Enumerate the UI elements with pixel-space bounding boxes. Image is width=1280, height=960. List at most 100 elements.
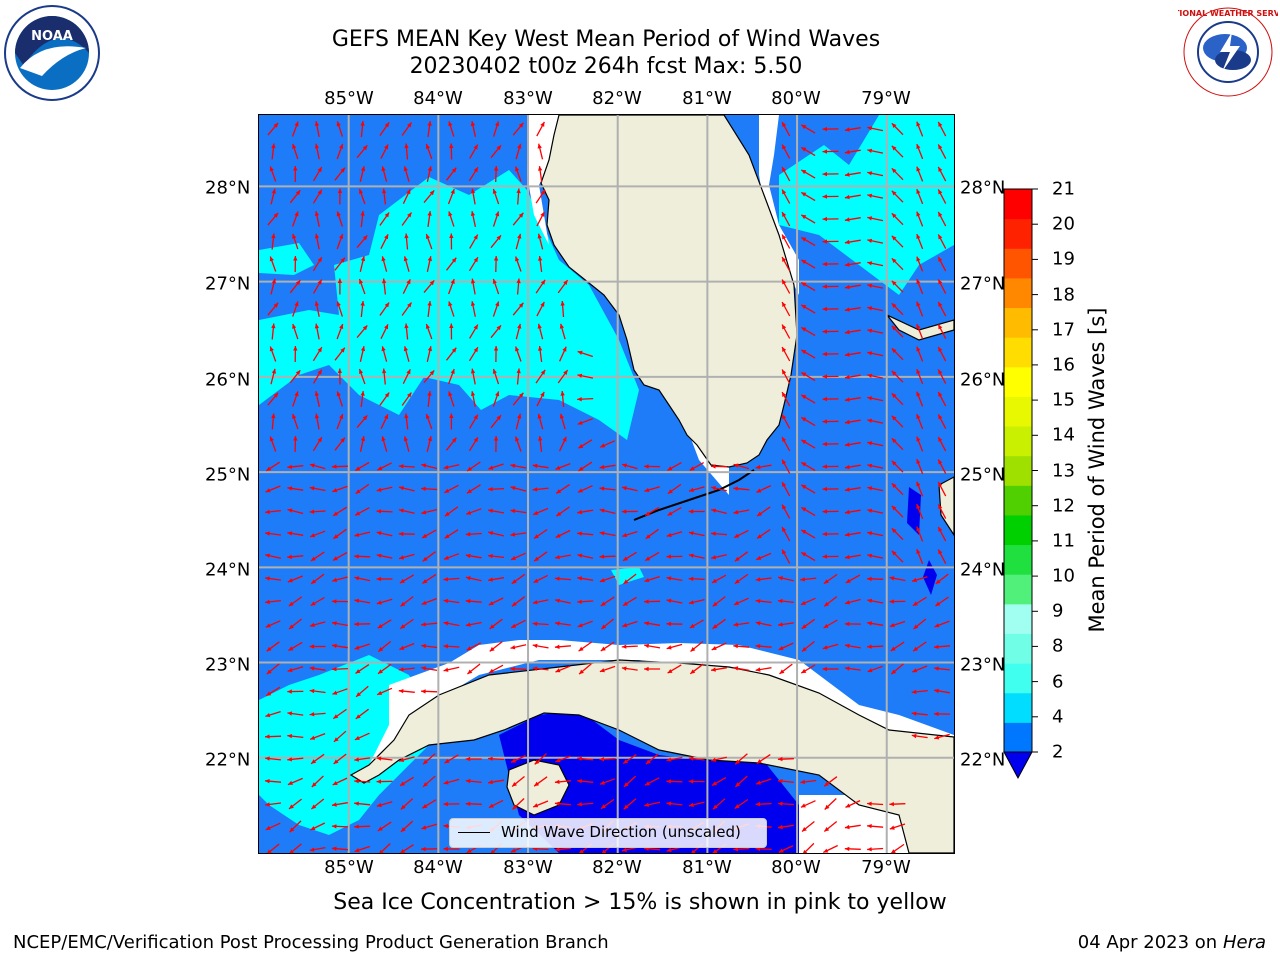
wave-direction-arrowhead xyxy=(782,414,787,420)
wave-direction-arrowhead xyxy=(384,414,388,420)
wave-direction-arrowhead xyxy=(292,143,297,149)
wave-direction-arrowhead xyxy=(938,166,943,172)
wave-direction-arrowhead xyxy=(645,781,650,786)
wave-direction-arrowhead xyxy=(427,211,432,216)
lon-tick-bottom: 81°W xyxy=(682,857,732,878)
wave-direction-arrowhead xyxy=(911,689,917,694)
wave-direction-arrowhead xyxy=(466,510,472,515)
legend-line-icon xyxy=(458,832,490,833)
wave-direction-arrowhead xyxy=(360,391,365,396)
wave-direction-arrowhead xyxy=(577,488,583,493)
wave-direction-arrowhead xyxy=(934,644,939,649)
wave-direction-arrowhead xyxy=(337,278,343,283)
wave-direction-arrowhead xyxy=(517,413,522,419)
wave-direction-arrowhead xyxy=(294,301,299,307)
wave-direction-arrowhead xyxy=(495,301,500,307)
lat-tick-right: 24°N xyxy=(960,559,1006,581)
wave-direction-arrowhead xyxy=(265,599,270,605)
wave-direction-arrowhead xyxy=(399,757,404,762)
wave-direction-arrowhead xyxy=(801,484,807,490)
wave-direction-arrowhead xyxy=(824,804,830,810)
wave-direction-arrowhead xyxy=(889,576,895,581)
wave-direction-arrowhead xyxy=(555,758,561,763)
wave-direction-arrowhead xyxy=(782,279,787,285)
wave-direction-arrowhead xyxy=(554,644,560,649)
wave-direction-arrowhead xyxy=(844,397,850,402)
wave-direction-arrowhead xyxy=(473,347,478,353)
wave-direction-arrowhead xyxy=(916,324,921,329)
wave-direction-arrowhead xyxy=(376,779,381,784)
wave-direction-arrowhead xyxy=(534,759,540,765)
wave-direction-arrowhead xyxy=(488,508,493,513)
wave-direction-arrowhead xyxy=(496,415,501,421)
wave-direction-arrowhead xyxy=(916,481,921,487)
wave-direction-arrowhead xyxy=(577,802,582,807)
wave-direction-arrowhead xyxy=(295,370,301,376)
wave-direction-arrowhead xyxy=(867,441,873,446)
wave-direction-arrowhead xyxy=(562,436,567,442)
wave-direction-arrowhead xyxy=(712,624,718,629)
wave-direction-arrowhead xyxy=(688,802,694,807)
wave-direction-arrowhead xyxy=(711,464,716,469)
wave-direction-arrowhead xyxy=(292,413,297,419)
wave-direction-arrowhead xyxy=(844,846,850,851)
wave-direction-arrowhead xyxy=(473,257,478,263)
wave-direction-arrowhead xyxy=(822,261,827,267)
wave-direction-arrowhead xyxy=(400,781,405,786)
wave-direction-arrowhead xyxy=(443,644,448,649)
wave-direction-arrowhead xyxy=(755,802,761,807)
wave-direction-arrowhead xyxy=(822,171,827,177)
wave-direction-arrowhead xyxy=(378,647,384,652)
wave-direction-arrowhead xyxy=(377,466,383,471)
wave-direction-arrowhead xyxy=(266,646,272,652)
wave-direction-arrowhead xyxy=(403,436,408,442)
wave-direction-arrowhead xyxy=(470,368,476,374)
wave-direction-arrowhead xyxy=(466,646,472,651)
wave-direction-arrowhead xyxy=(421,666,426,671)
wave-direction-arrowhead xyxy=(801,192,807,197)
colorbar-label: Mean Period of Wind Waves [s] xyxy=(1085,307,1109,633)
wave-direction-arrowhead xyxy=(332,690,338,695)
wave-direction-arrowhead xyxy=(533,510,539,515)
wave-direction-arrowhead xyxy=(822,419,827,424)
wave-direction-arrowhead xyxy=(354,801,359,806)
wave-direction-arrowhead xyxy=(382,278,387,284)
wave-direction-arrowhead xyxy=(712,781,717,786)
colorbar-swatch xyxy=(1004,307,1032,338)
wave-direction-arrowhead xyxy=(451,257,457,263)
wave-direction-arrowhead xyxy=(518,212,524,218)
wave-direction-arrowhead xyxy=(422,556,428,562)
colorbar-swatch xyxy=(1004,189,1032,220)
wave-direction-arrowhead xyxy=(356,692,361,697)
wave-direction-arrowhead xyxy=(889,599,894,604)
wave-direction-arrowhead xyxy=(489,668,494,673)
wave-direction-arrowhead xyxy=(579,669,584,675)
wave-direction-arrowhead xyxy=(532,621,538,626)
wave-direction-arrowhead xyxy=(599,486,605,491)
wave-direction-arrowhead xyxy=(782,347,787,352)
wave-period-map xyxy=(259,115,954,853)
wave-direction-arrowhead xyxy=(360,121,365,126)
wave-direction-arrowhead xyxy=(289,624,294,629)
wave-direction-arrowhead xyxy=(332,802,337,807)
wave-direction-arrowhead xyxy=(310,533,316,538)
wave-direction-arrowhead xyxy=(540,121,545,127)
wave-direction-arrowhead xyxy=(538,346,543,351)
wave-direction-arrowhead xyxy=(690,647,696,652)
wave-direction-arrowhead xyxy=(690,669,696,674)
wave-direction-arrowhead xyxy=(711,646,717,650)
wave-direction-arrowhead xyxy=(532,487,538,492)
wave-direction-arrowhead xyxy=(423,759,428,765)
wave-direction-arrowhead xyxy=(404,143,409,149)
wave-direction-arrowhead xyxy=(331,667,337,672)
wave-direction-arrowhead xyxy=(400,827,406,832)
wave-direction-arrowhead xyxy=(891,393,897,398)
wave-direction-arrowhead xyxy=(599,554,605,559)
wave-direction-arrowhead xyxy=(734,600,739,605)
wave-direction-arrowhead xyxy=(782,167,787,172)
wave-direction-arrowhead xyxy=(317,167,322,173)
cuba-land xyxy=(349,659,954,853)
wave-direction-arrowhead xyxy=(540,279,546,285)
wave-direction-arrowhead xyxy=(465,801,471,806)
wave-direction-arrowhead xyxy=(756,555,762,560)
